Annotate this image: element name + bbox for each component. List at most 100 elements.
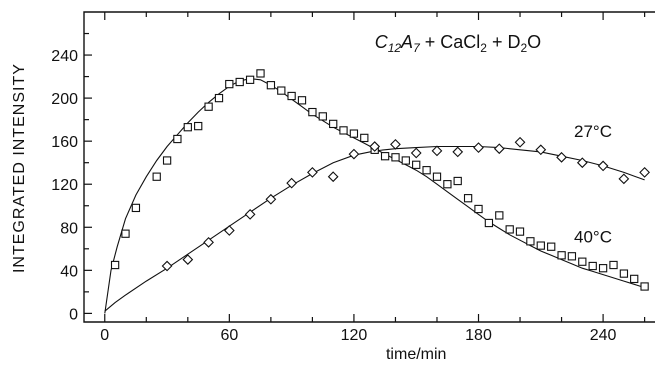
square-data-point (578, 257, 587, 266)
x-axis-label: time/min (386, 346, 446, 363)
axis-ticks: 0 60 120 180 240 0 40 80 120 160 200 240 (51, 12, 646, 344)
square-data-point (110, 260, 120, 270)
x-tick-label: 60 (220, 327, 238, 344)
square-data-point (131, 203, 141, 213)
chart-labels: time/min INTEGRATED INTENSITY C12A7 + Ca… (11, 32, 612, 363)
diamond-data-point (265, 193, 277, 205)
y-tick-label: 200 (51, 91, 78, 108)
square-data-point (547, 242, 556, 251)
diamond-data-point (307, 167, 318, 178)
x-tick-label: 180 (465, 327, 492, 344)
square-data-point (536, 241, 545, 250)
square-data-point (194, 121, 203, 131)
y-tick-label: 40 (60, 263, 78, 280)
title-part-cacl: + CaCl (420, 32, 481, 52)
square-data-point (463, 194, 473, 203)
square-data-point (630, 274, 639, 284)
square-data-point (256, 69, 265, 78)
square-data-point (505, 225, 514, 234)
square-data-point (484, 218, 494, 228)
title-sub-2b: 2 (520, 41, 527, 55)
square-data-point (162, 156, 172, 165)
diamond-data-point (327, 171, 339, 183)
square-data-point (360, 133, 369, 143)
square-data-point (391, 153, 400, 162)
square-data-point (152, 172, 161, 181)
diamond-data-point (390, 139, 401, 150)
title-part-o: O (527, 32, 541, 52)
series-annotation: 27°C (574, 122, 612, 141)
diamond-data-point (244, 208, 256, 220)
chart-title: C12A7 + CaCl2 + D2O (375, 32, 542, 55)
diamond-data-point (369, 141, 381, 152)
square-data-point (443, 180, 452, 189)
square-data-point (474, 204, 483, 214)
square-data-point (401, 156, 410, 165)
y-tick-label: 80 (60, 220, 78, 237)
diamond-data-point (597, 160, 609, 172)
square-data-point (515, 227, 525, 236)
data-markers (110, 69, 650, 291)
square-data-point (495, 211, 504, 220)
square-data-point (235, 77, 244, 87)
diamond-data-point (473, 142, 484, 154)
title-part-d: + D (487, 32, 521, 52)
square-data-point (297, 96, 307, 105)
square-data-point (277, 86, 286, 95)
square-data-point (173, 134, 182, 144)
series-annotation: 40°C (574, 227, 612, 246)
square-data-point (619, 269, 629, 278)
fit-curve (104, 78, 645, 314)
plot-frame (83, 11, 655, 323)
diamond-data-point (618, 173, 630, 185)
diamond-data-point (410, 147, 422, 159)
square-data-point (204, 102, 213, 111)
square-data-point (640, 282, 649, 291)
fit-curve (104, 145, 645, 312)
x-tick-label: 120 (341, 327, 368, 344)
square-data-point (412, 160, 421, 169)
y-axis-label: INTEGRATED INTENSITY (11, 63, 28, 273)
square-data-point (432, 172, 442, 181)
square-data-point (225, 79, 234, 89)
y-tick-label: 160 (51, 134, 78, 151)
diamond-data-point (182, 254, 194, 265)
square-data-point (121, 229, 130, 238)
x-tick-label: 0 (100, 327, 109, 344)
diamond-data-point (576, 157, 588, 169)
diamond-data-point (535, 144, 547, 156)
title-sub-2a: 2 (480, 41, 487, 55)
square-data-point (245, 75, 255, 84)
square-data-point (609, 260, 618, 270)
square-data-point (339, 126, 348, 135)
square-data-point (588, 261, 597, 271)
square-data-point (380, 152, 390, 161)
square-data-point (214, 93, 224, 103)
square-data-point (349, 129, 359, 138)
diamond-data-point (514, 136, 526, 148)
y-tick-label: 240 (51, 48, 78, 65)
fit-curves (104, 78, 645, 314)
square-data-point (318, 112, 327, 121)
diamond-data-point (161, 260, 173, 272)
title-part-a: A (400, 32, 413, 52)
square-data-point (598, 264, 608, 273)
square-data-point (266, 81, 276, 90)
diamond-data-point (556, 151, 567, 163)
square-data-point (183, 123, 192, 132)
square-data-point (308, 107, 317, 117)
diamond-data-point (348, 148, 360, 160)
square-data-point (287, 91, 296, 101)
diamond-data-point (203, 236, 214, 248)
diamond-data-point (431, 145, 443, 157)
title-part-c: C (375, 32, 389, 52)
diamond-data-point (493, 143, 505, 155)
diamond-data-point (639, 167, 650, 178)
title-sub-7: 7 (413, 41, 421, 55)
square-data-point (453, 176, 462, 186)
square-data-point (526, 237, 535, 246)
y-tick-label: 0 (69, 306, 78, 323)
title-sub-12: 12 (388, 41, 402, 55)
y-tick-label: 120 (51, 177, 78, 194)
